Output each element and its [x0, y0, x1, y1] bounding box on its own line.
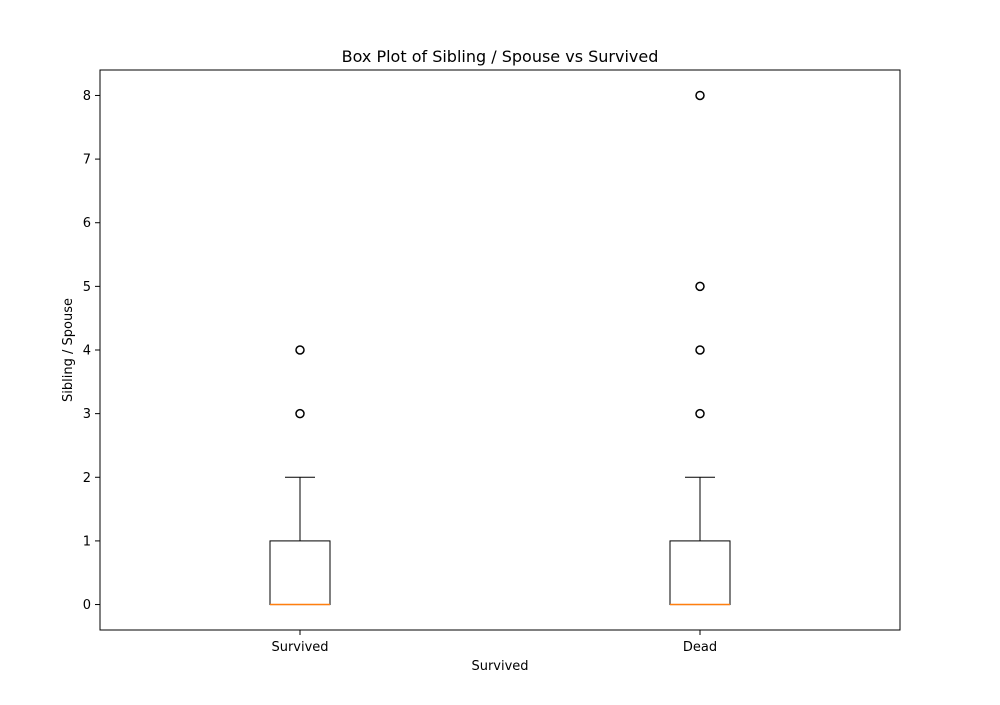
outlier-point	[295, 408, 305, 419]
iqr-box	[269, 540, 331, 606]
outlier-point	[695, 408, 705, 419]
y-tick-label: 7	[83, 153, 91, 168]
y-tick-label: 5	[83, 280, 91, 295]
iqr-box	[669, 540, 731, 606]
chart-title: Box Plot of Sibling / Spouse vs Survived	[342, 47, 659, 66]
box-dead	[669, 90, 731, 606]
box-survived	[269, 345, 331, 606]
y-tick-label: 1	[83, 534, 91, 549]
y-tick-label: 3	[83, 407, 91, 422]
y-tick-label: 2	[83, 471, 91, 486]
x-tick-label: Survived	[271, 640, 328, 655]
y-tick-label: 8	[83, 89, 91, 104]
x-tick-label: Dead	[683, 640, 717, 655]
outlier-point	[295, 345, 305, 355]
y-tick-label: 6	[83, 216, 91, 231]
y-axis-label: Sibling / Spouse	[61, 298, 76, 402]
y-tick-label: 4	[83, 344, 91, 359]
plot-area	[269, 90, 731, 606]
x-axis-label: Survived	[471, 659, 528, 674]
y-tick-label: 0	[83, 598, 91, 613]
outlier-point	[695, 345, 705, 355]
outlier-point	[695, 281, 705, 292]
plot-frame	[99, 69, 901, 631]
outlier-point	[695, 90, 705, 101]
